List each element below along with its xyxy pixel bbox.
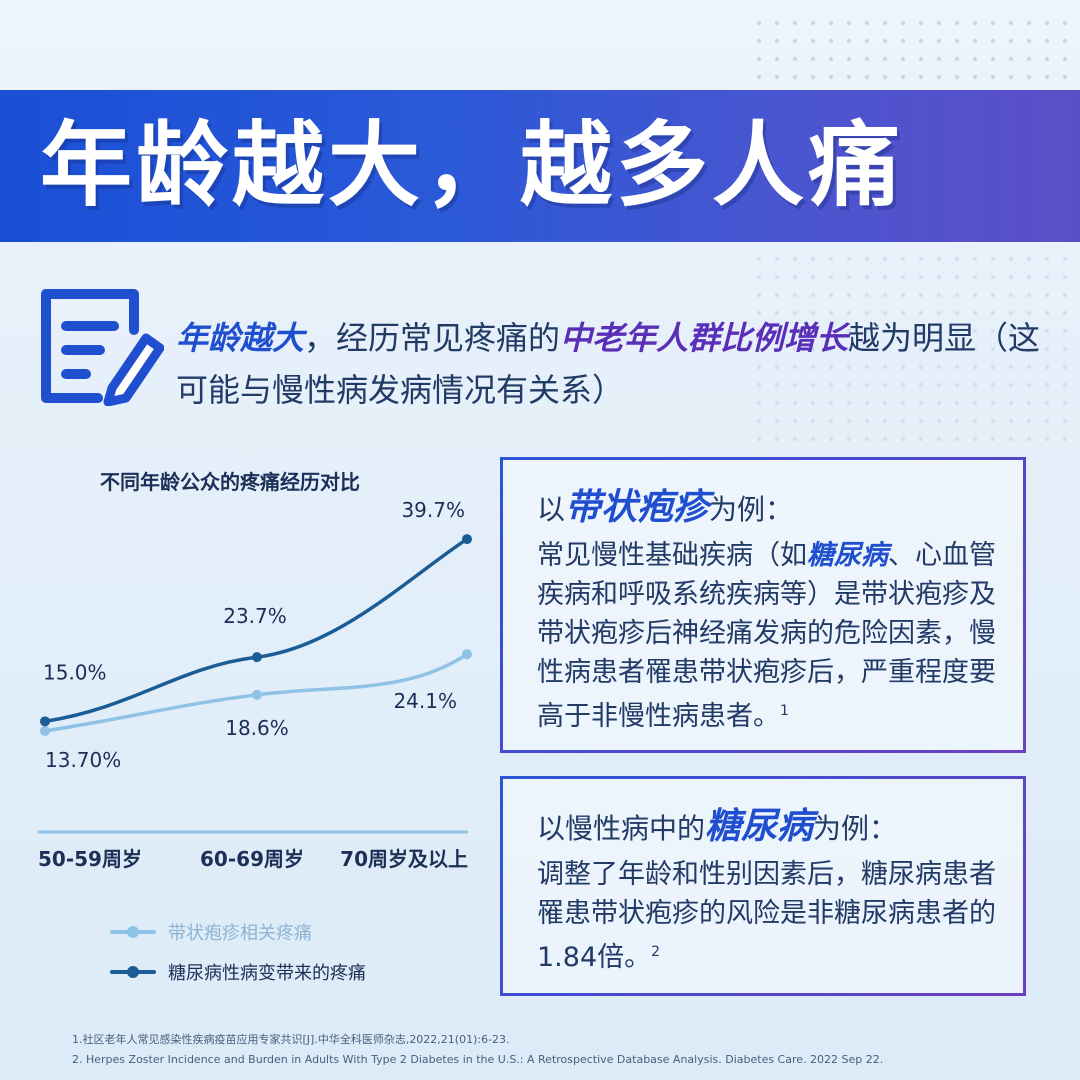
data-label: 39.7% <box>401 500 465 522</box>
legend-label-herpes: 带状疱疹相关疼痛 <box>168 923 312 944</box>
data-point-herpes <box>462 649 472 660</box>
card2-body-text: 调整了年龄和性别因素后，糖尿病患者罹患带状疱疹的风险是非糖尿病患者的1.84倍。 <box>537 859 996 973</box>
data-label: 15.0% <box>43 660 107 684</box>
legend-item-herpes: 带状疱疹相关疼痛 <box>110 912 366 952</box>
data-point-diabetes <box>462 534 472 545</box>
data-point-diabetes <box>252 652 262 663</box>
card1-footnote-mark: 1 <box>780 703 789 719</box>
data-label: 24.1% <box>393 689 457 713</box>
line-chart: 50-59周岁 60-69周岁 70周岁及以上 13.70% 18.6% 24.1% 15.… <box>38 500 472 871</box>
intro-highlight-age: 年龄越大 <box>176 319 305 357</box>
card1-title-emphasis: 带状疱疹 <box>565 487 710 528</box>
legend-item-diabetes: 糖尿病性病变带来的疼痛 <box>110 952 366 992</box>
chart-title: 不同年龄公众的疼痛经历对比 <box>100 470 360 494</box>
data-label: 23.7% <box>223 604 287 628</box>
herpes-info-card: 以带状疱疹为例： 常见慢性基础疾病（如糖尿病、心血管疾病和呼吸系统疾病等）是带状… <box>500 457 1026 753</box>
references: 1.社区老年人常见感染性疾病疫苗应用专家共识[J].中华全科医师杂志,2022,… <box>72 1030 883 1070</box>
x-tick-label: 60-69周岁 <box>200 847 304 871</box>
dot-pattern-top-right <box>750 14 1080 84</box>
legend-swatch-diabetes <box>110 966 156 978</box>
reference-1: 1.社区老年人常见感染性疾病疫苗应用专家共识[J].中华全科医师杂志,2022,… <box>72 1033 510 1046</box>
card1-title-pre: 以 <box>537 493 566 526</box>
legend-label-diabetes: 糖尿病性病变带来的疼痛 <box>168 963 366 984</box>
intro-text: 年龄越大，经历常见疼痛的中老年人群比例增长越为明显（这可能与慢性病发病情况有关系… <box>176 312 1056 416</box>
data-point-diabetes <box>40 716 50 727</box>
card1-body-post: 、心血管疾病和呼吸系统疾病等）是带状疱疹及带状疱疹后神经痛发病的危险因素，慢性病… <box>537 540 996 732</box>
reference-2: 2. Herpes Zoster Incidence and Burden in… <box>72 1053 884 1066</box>
legend-swatch-herpes <box>110 926 156 938</box>
diabetes-info-card: 以慢性病中的糖尿病为例： 调整了年龄和性别因素后，糖尿病患者罹患带状疱疹的风险是… <box>500 776 1026 996</box>
data-label: 18.6% <box>225 716 289 740</box>
card1-body: 常见慢性基础疾病（如糖尿病、心血管疾病和呼吸系统疾病等）是带状疱疹及带状疱疹后神… <box>537 536 1007 736</box>
intro-highlight-group: 中老年人群比例增长 <box>560 319 849 357</box>
note-pencil-icon <box>41 289 164 406</box>
card2-title-pre: 以慢性病中的 <box>537 812 706 845</box>
card2-title-post: 为例： <box>813 812 898 845</box>
card2-body: 调整了年龄和性别因素后，糖尿病患者罹患带状疱疹的风险是非糖尿病患者的1.84倍。… <box>537 855 1007 977</box>
title-banner: 年龄越大，越多人痛 <box>0 90 1080 242</box>
data-label: 13.70% <box>45 748 121 772</box>
card1-title-post: 为例： <box>709 493 794 526</box>
card1-title: 以带状疱疹为例： <box>537 478 793 530</box>
card1-body-pre: 常见慢性基础疾病（如 <box>537 540 807 571</box>
x-tick-label: 50-59周岁 <box>38 847 142 871</box>
card1-body-emphasis: 糖尿病 <box>807 540 888 571</box>
intro-text-2: 越为明显（这可能与慢性病发病情况有关系） <box>176 319 1041 409</box>
page-title: 年龄越大，越多人痛 <box>40 112 905 219</box>
dot-pattern-right <box>750 250 1080 450</box>
card2-title: 以慢性病中的糖尿病为例： <box>537 797 897 849</box>
data-point-herpes <box>252 689 262 700</box>
card2-title-emphasis: 糖尿病 <box>705 806 814 847</box>
x-tick-label: 70周岁及以上 <box>340 847 468 871</box>
intro-text-1: ，经历常见疼痛的 <box>304 319 561 357</box>
card2-footnote-mark: 2 <box>651 944 661 960</box>
chart-legend: 带状疱疹相关疼痛 糖尿病性病变带来的疼痛 <box>110 912 366 992</box>
data-point-herpes <box>40 725 50 736</box>
